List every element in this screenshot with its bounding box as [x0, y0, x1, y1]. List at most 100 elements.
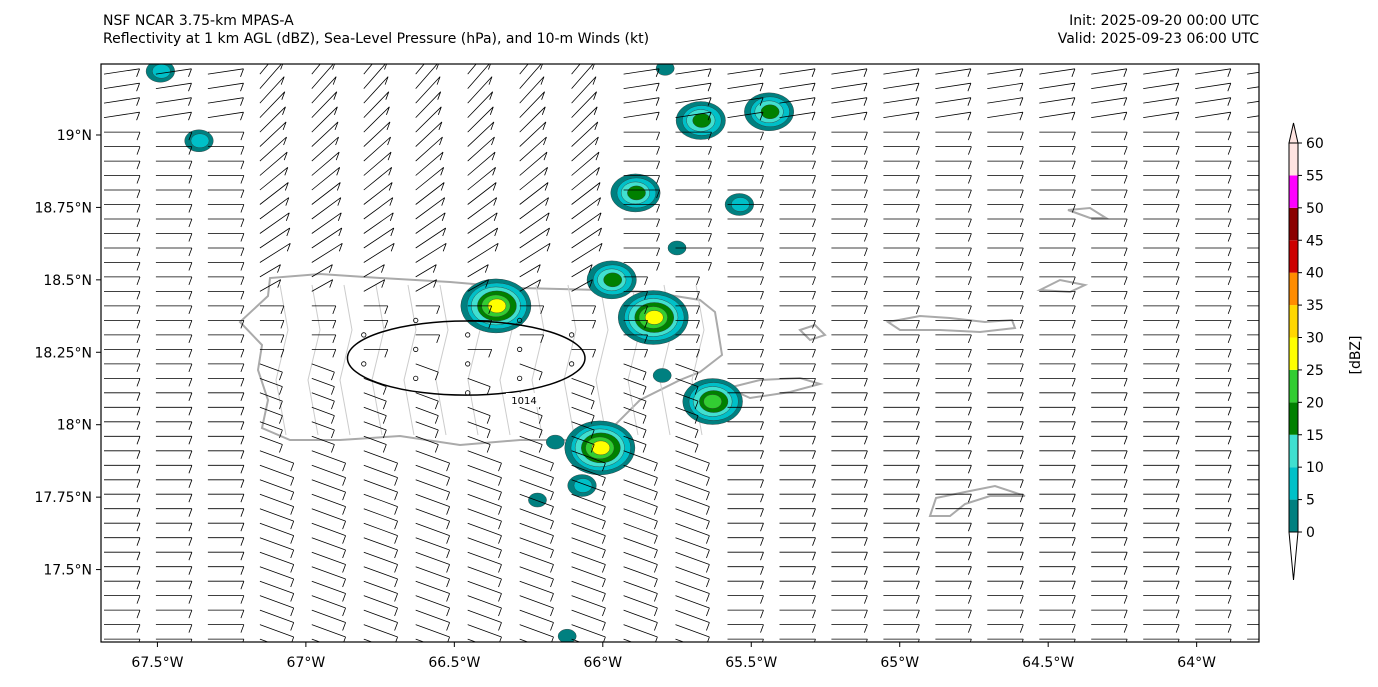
lat-tick-label: 18.75°N	[34, 200, 92, 216]
wind-barb	[987, 97, 1024, 106]
wind-barb	[987, 638, 1024, 642]
wind-barb	[363, 479, 398, 501]
reflectivity-cell	[145, 64, 175, 83]
wind-barb	[675, 175, 712, 184]
wind-barb	[207, 68, 244, 77]
wind-barb	[363, 609, 398, 631]
wind-barb	[1143, 479, 1180, 488]
wind-barb	[727, 97, 764, 106]
wind-barb	[1247, 450, 1259, 452]
wind-barb	[415, 91, 442, 118]
wind-barb	[1091, 320, 1128, 329]
wind-barb	[363, 464, 398, 486]
wind-barb	[727, 175, 764, 184]
wind-barb	[831, 218, 868, 228]
wind-barb	[415, 197, 446, 220]
wind-barb	[311, 392, 335, 410]
wind-barb	[987, 68, 1024, 77]
wind-barb	[1143, 97, 1180, 106]
wind-barb	[519, 242, 551, 263]
wind-barb	[207, 262, 245, 271]
wind-barb	[675, 392, 699, 410]
wind-barb	[259, 64, 269, 75]
wind-barb	[1091, 392, 1128, 401]
wind-barb	[1091, 421, 1128, 430]
wind-barb	[571, 212, 602, 234]
wind-barb	[207, 160, 245, 170]
wind-barb	[519, 121, 547, 147]
wind-barb	[779, 551, 816, 561]
reflectivity-layer	[145, 64, 794, 642]
wind-barb	[831, 624, 868, 633]
wind-barb	[363, 580, 398, 602]
wind-barb	[987, 262, 1024, 271]
wind-barb	[883, 609, 920, 619]
wind-barb	[1195, 638, 1232, 642]
wind-barb	[104, 276, 141, 286]
wind-barb	[831, 406, 868, 416]
wind-barb	[779, 406, 816, 416]
wind-barb	[727, 247, 764, 257]
wind-barb	[363, 305, 389, 315]
wind-barb	[311, 334, 337, 344]
wind-barb	[675, 624, 710, 642]
wind-barb	[1195, 262, 1232, 271]
wind-barb	[1039, 276, 1076, 286]
wind-barb	[623, 82, 660, 92]
wind-barb	[935, 160, 972, 170]
wind-barb	[935, 566, 972, 575]
wind-barb	[987, 406, 1024, 416]
wind-barb	[1091, 262, 1128, 271]
wind-barb	[519, 479, 554, 501]
wind-barb	[779, 111, 816, 121]
wind-barb	[104, 378, 141, 387]
calm-wind-marker	[413, 346, 419, 352]
wind-barb	[883, 566, 920, 575]
wind-barb	[104, 262, 141, 271]
wind-barb	[1039, 320, 1076, 329]
wind-barb	[1195, 320, 1232, 329]
wind-barb	[1039, 111, 1076, 121]
wind-barb	[1091, 68, 1128, 77]
wind-barb	[1143, 551, 1180, 561]
reflectivity-contour	[652, 368, 672, 383]
colorbar-bin	[1289, 175, 1298, 208]
wind-barb	[571, 609, 606, 631]
wind-barb	[987, 464, 1024, 474]
lat-tick-label: 17.75°N	[34, 490, 92, 506]
lat-tick-label: 19°N	[57, 128, 92, 144]
wind-barb	[727, 204, 764, 213]
puerto-rico-coast	[238, 272, 724, 447]
wind-barb	[727, 624, 764, 633]
wind-barb	[623, 233, 660, 242]
wind-barb	[467, 91, 494, 118]
wind-barb	[831, 609, 868, 619]
wind-barb	[675, 551, 710, 573]
wind-barb	[883, 160, 920, 170]
wind-barb	[363, 450, 398, 472]
wind-barb	[779, 262, 816, 271]
wind-barb	[935, 97, 972, 106]
wind-barb	[623, 406, 647, 424]
wind-barb	[363, 197, 394, 220]
wind-barb	[519, 279, 541, 292]
wind-barb	[207, 378, 245, 387]
wind-barb	[675, 320, 700, 329]
calm-wind-marker	[361, 361, 367, 367]
colorbar-tick-label: 15	[1306, 428, 1324, 444]
wind-barb	[1039, 349, 1076, 358]
wind-barb	[987, 82, 1024, 92]
wind-barb	[1247, 204, 1259, 205]
wind-barb	[207, 233, 245, 242]
wind-barb	[311, 182, 341, 205]
wind-barb	[987, 111, 1024, 121]
wind-barb	[467, 64, 477, 75]
wind-barb	[467, 638, 477, 642]
wind-barb	[831, 204, 868, 213]
wind-barb	[1195, 160, 1232, 170]
wind-barb	[363, 638, 373, 642]
wind-barb	[987, 189, 1024, 199]
wind-barb	[207, 479, 245, 488]
wind-barb	[623, 349, 648, 358]
wind-barb	[727, 349, 764, 358]
